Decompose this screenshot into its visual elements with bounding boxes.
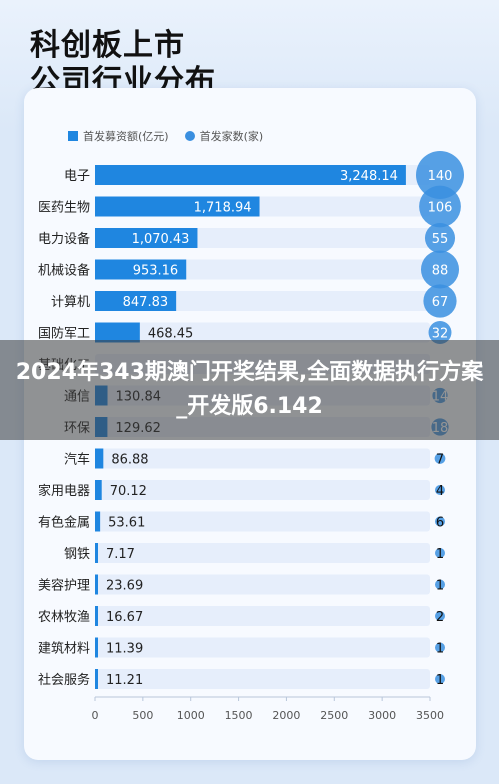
bar — [95, 480, 102, 500]
count-label: 1 — [436, 547, 444, 562]
bar — [95, 543, 98, 563]
count-bubble — [435, 485, 445, 495]
bar — [95, 228, 198, 248]
category-label: 国防军工 — [38, 326, 90, 342]
bar-track — [95, 543, 430, 563]
bar-value-label: 16.67 — [106, 610, 143, 625]
bar — [95, 196, 260, 217]
count-label: 1 — [436, 642, 444, 657]
bar-track — [95, 669, 430, 689]
x-tick-label: 1500 — [225, 709, 253, 722]
count-label: 6 — [436, 516, 444, 531]
x-tick-label: 2500 — [320, 709, 348, 722]
x-tick-label: 1000 — [177, 709, 205, 722]
category-label: 钢铁 — [64, 547, 90, 562]
bar — [95, 637, 98, 658]
legend-item-count: 首发家数(家) — [184, 128, 264, 144]
count-bubble — [435, 642, 445, 653]
x-tick-label: 2000 — [272, 709, 300, 722]
count-bubble — [435, 579, 445, 590]
count-bubble — [423, 284, 457, 318]
bar-value-label: 70.12 — [110, 484, 147, 499]
count-label: 140 — [428, 169, 453, 184]
count-label: 106 — [428, 201, 453, 216]
bar — [95, 291, 177, 311]
x-tick-label: 3500 — [416, 709, 444, 722]
count-bubble — [424, 222, 456, 254]
bar — [95, 259, 187, 280]
x-tick-label: 0 — [92, 709, 99, 722]
bar-value-label: 7.17 — [106, 547, 135, 562]
category-label: 农林牧渔 — [38, 610, 90, 625]
category-label: 建筑材料 — [38, 641, 90, 657]
bar-value-label: 847.83 — [123, 295, 169, 310]
title-line-1: 科创板上市 — [30, 28, 185, 63]
count-label: 55 — [432, 232, 449, 247]
category-label: 计算机 — [51, 295, 90, 310]
overlay-text: 2024年343期澳门开奖结果,全面数据执行方案_开发版6.142 — [15, 360, 484, 419]
count-bubble — [419, 185, 461, 228]
bar-track — [95, 480, 430, 500]
bar-value-label: 11.39 — [106, 642, 143, 657]
category-label: 美容护理 — [38, 578, 90, 594]
count-bubble — [416, 151, 464, 199]
bar-value-label: 23.69 — [106, 579, 143, 594]
count-label: 88 — [432, 264, 449, 279]
bar — [95, 165, 406, 185]
category-label: 机械设备 — [38, 263, 90, 279]
category-label: 医药生物 — [38, 201, 90, 216]
bar-value-label: 468.45 — [148, 327, 194, 342]
count-label: 1 — [436, 579, 444, 594]
count-label: 4 — [436, 484, 444, 499]
bar-track — [95, 291, 430, 311]
count-bubble — [435, 548, 445, 558]
bar — [95, 606, 98, 626]
bar — [95, 669, 98, 689]
bar-track — [95, 574, 430, 595]
count-bubble — [435, 611, 445, 621]
bar-track — [95, 637, 430, 658]
category-label: 有色金属 — [38, 515, 90, 531]
category-label: 家用电器 — [38, 483, 90, 499]
x-tick-label: 500 — [132, 709, 153, 722]
bar-value-label: 86.88 — [111, 453, 148, 468]
overlay-banner: 2024年343期澳门开奖结果,全面数据执行方案_开发版6.142 — [0, 340, 499, 440]
count-bubble — [434, 453, 446, 464]
count-bubble — [428, 321, 452, 344]
bar-value-label: 953.16 — [133, 264, 179, 279]
bar-value-label: 3,248.14 — [340, 169, 398, 184]
bar-value-label: 1,070.43 — [132, 232, 190, 247]
count-label: 32 — [432, 327, 449, 342]
count-label: 1 — [436, 673, 444, 688]
chart-legend: 首发募资额(亿元) 首发家数(家) — [68, 128, 263, 144]
x-tick-label: 3000 — [368, 709, 396, 722]
count-bubble — [435, 516, 445, 527]
category-label: 社会服务 — [38, 672, 90, 688]
legend-label-count: 首发家数(家) — [199, 130, 264, 143]
bar-value-label: 11.21 — [106, 673, 143, 688]
legend-item-amount: 首发募资额(亿元) — [68, 128, 169, 144]
bar-track — [95, 511, 430, 532]
count-label: 2 — [436, 610, 444, 625]
bar — [95, 322, 140, 343]
category-label: 电力设备 — [38, 231, 90, 247]
bar — [95, 511, 101, 532]
bar — [95, 448, 104, 469]
legend-square-icon — [68, 131, 78, 141]
bar-track — [95, 606, 430, 626]
bar-value-label: 1,718.94 — [194, 201, 252, 216]
count-label: 7 — [436, 453, 444, 468]
category-label: 电子 — [64, 169, 90, 184]
bar-value-label: 53.61 — [108, 516, 145, 531]
bar-track — [95, 322, 430, 343]
bar-track — [95, 448, 430, 469]
count-bubble — [420, 250, 460, 289]
count-bubble — [435, 674, 445, 684]
bar — [95, 574, 98, 595]
legend-label-amount: 首发募资额(亿元) — [83, 130, 169, 143]
category-label: 汽车 — [64, 452, 90, 468]
legend-dot-icon — [184, 131, 195, 141]
count-label: 67 — [432, 295, 449, 310]
